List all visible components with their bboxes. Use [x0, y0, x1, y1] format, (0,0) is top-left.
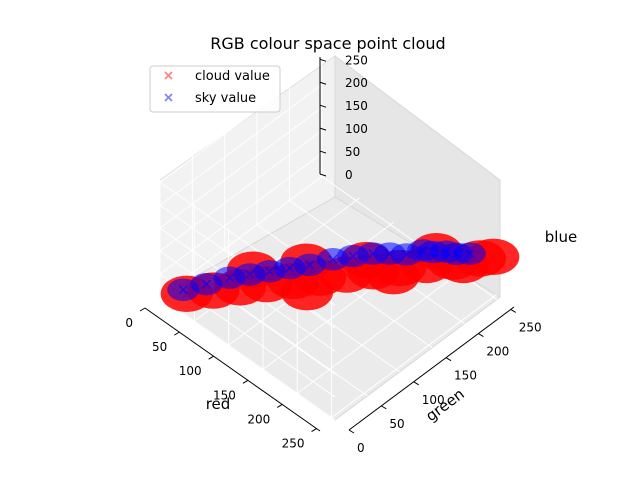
sky-point-marker [348, 251, 358, 261]
cloud-point-marker [488, 252, 498, 262]
x-axis-line [144, 307, 321, 432]
grid-line [296, 270, 463, 394]
z-tick-mark [319, 104, 327, 108]
z-tick-mark [319, 127, 327, 131]
legend-label-cloud: cloud value [195, 69, 270, 84]
x-tick-label: 200 [247, 412, 270, 426]
legend-label-sky: sky value [195, 91, 256, 106]
y-tick-label: 250 [519, 320, 542, 334]
legend: cloud value sky value [149, 65, 281, 113]
sky-point-marker [465, 249, 475, 259]
grid-line [331, 294, 497, 418]
sky-point-marker [328, 254, 338, 264]
z-tick-label: 100 [345, 122, 368, 136]
cloud-point [281, 273, 334, 311]
grid-line [159, 296, 336, 421]
z-tick-mark [319, 150, 327, 154]
x-axis-label: red [206, 395, 231, 413]
x-tick-mark [139, 307, 146, 312]
legend-entry-sky: sky value [164, 91, 256, 106]
x-tick-mark [208, 355, 214, 360]
cloud-point-marker [388, 271, 399, 281]
sky-point-marker [178, 285, 188, 295]
x-tick-mark [174, 331, 180, 336]
x-tick-label: 100 [179, 364, 202, 378]
y-tick-mark [348, 429, 355, 434]
y-tick-mark [445, 357, 452, 362]
sky-point-marker [201, 279, 212, 289]
grid-line [159, 127, 326, 252]
y-tick-label: 100 [422, 393, 445, 407]
y-tick-label: 200 [486, 345, 509, 359]
sky-point-marker [285, 263, 295, 273]
x-tick-label: 150 [213, 388, 236, 402]
x-tick-mark [311, 428, 317, 433]
legend-marker-sky [164, 93, 173, 102]
x-tick-label: 250 [282, 437, 305, 451]
y-tick-mark [478, 333, 484, 337]
y-tick-mark [413, 381, 419, 386]
z-tick-label: 0 [345, 168, 353, 182]
z-tick-label: 150 [345, 99, 368, 113]
legend-marker-cloud [164, 71, 173, 80]
grid-line [159, 150, 326, 275]
y-axis-line [348, 306, 515, 431]
sky-point-marker [225, 273, 235, 283]
z-tick-mark [319, 81, 327, 85]
chart-title: RGB colour space point cloud [210, 34, 445, 53]
y-tick-label: 150 [454, 369, 477, 383]
z-tick-label: 250 [345, 53, 368, 67]
x-tick-label: 50 [152, 340, 167, 354]
cloud-point-marker [302, 287, 312, 297]
z-tick-mark [319, 173, 327, 177]
sky-point [453, 242, 486, 265]
z-tick-label: 200 [345, 76, 368, 90]
sky-point-marker [265, 266, 275, 276]
z-axis-label: blue [545, 228, 577, 246]
y-tick-mark [510, 308, 517, 313]
y-tick-label: 0 [357, 441, 365, 455]
grid-line [159, 81, 326, 206]
x-tick-mark [242, 379, 249, 384]
z-tick-label: 50 [345, 145, 360, 159]
x-tick-label: 0 [125, 316, 133, 330]
y-tick-label: 50 [389, 417, 404, 431]
cloud-point [367, 257, 420, 295]
sky-point-marker [245, 269, 255, 280]
grid-line [159, 250, 336, 375]
legend-entry-cloud: cloud value [164, 69, 270, 84]
z-tick-mark [319, 58, 327, 62]
grid-line [159, 58, 326, 183]
x-tick-mark [276, 404, 283, 408]
grid-line [159, 104, 326, 229]
axes: 0 50 100 150 200 250 0 50 100 150 200 250 0 50 100 150 2… [125, 53, 541, 455]
y-tick-mark [381, 405, 387, 410]
sky-point-marker [305, 260, 315, 270]
point-cloud [160, 233, 520, 312]
